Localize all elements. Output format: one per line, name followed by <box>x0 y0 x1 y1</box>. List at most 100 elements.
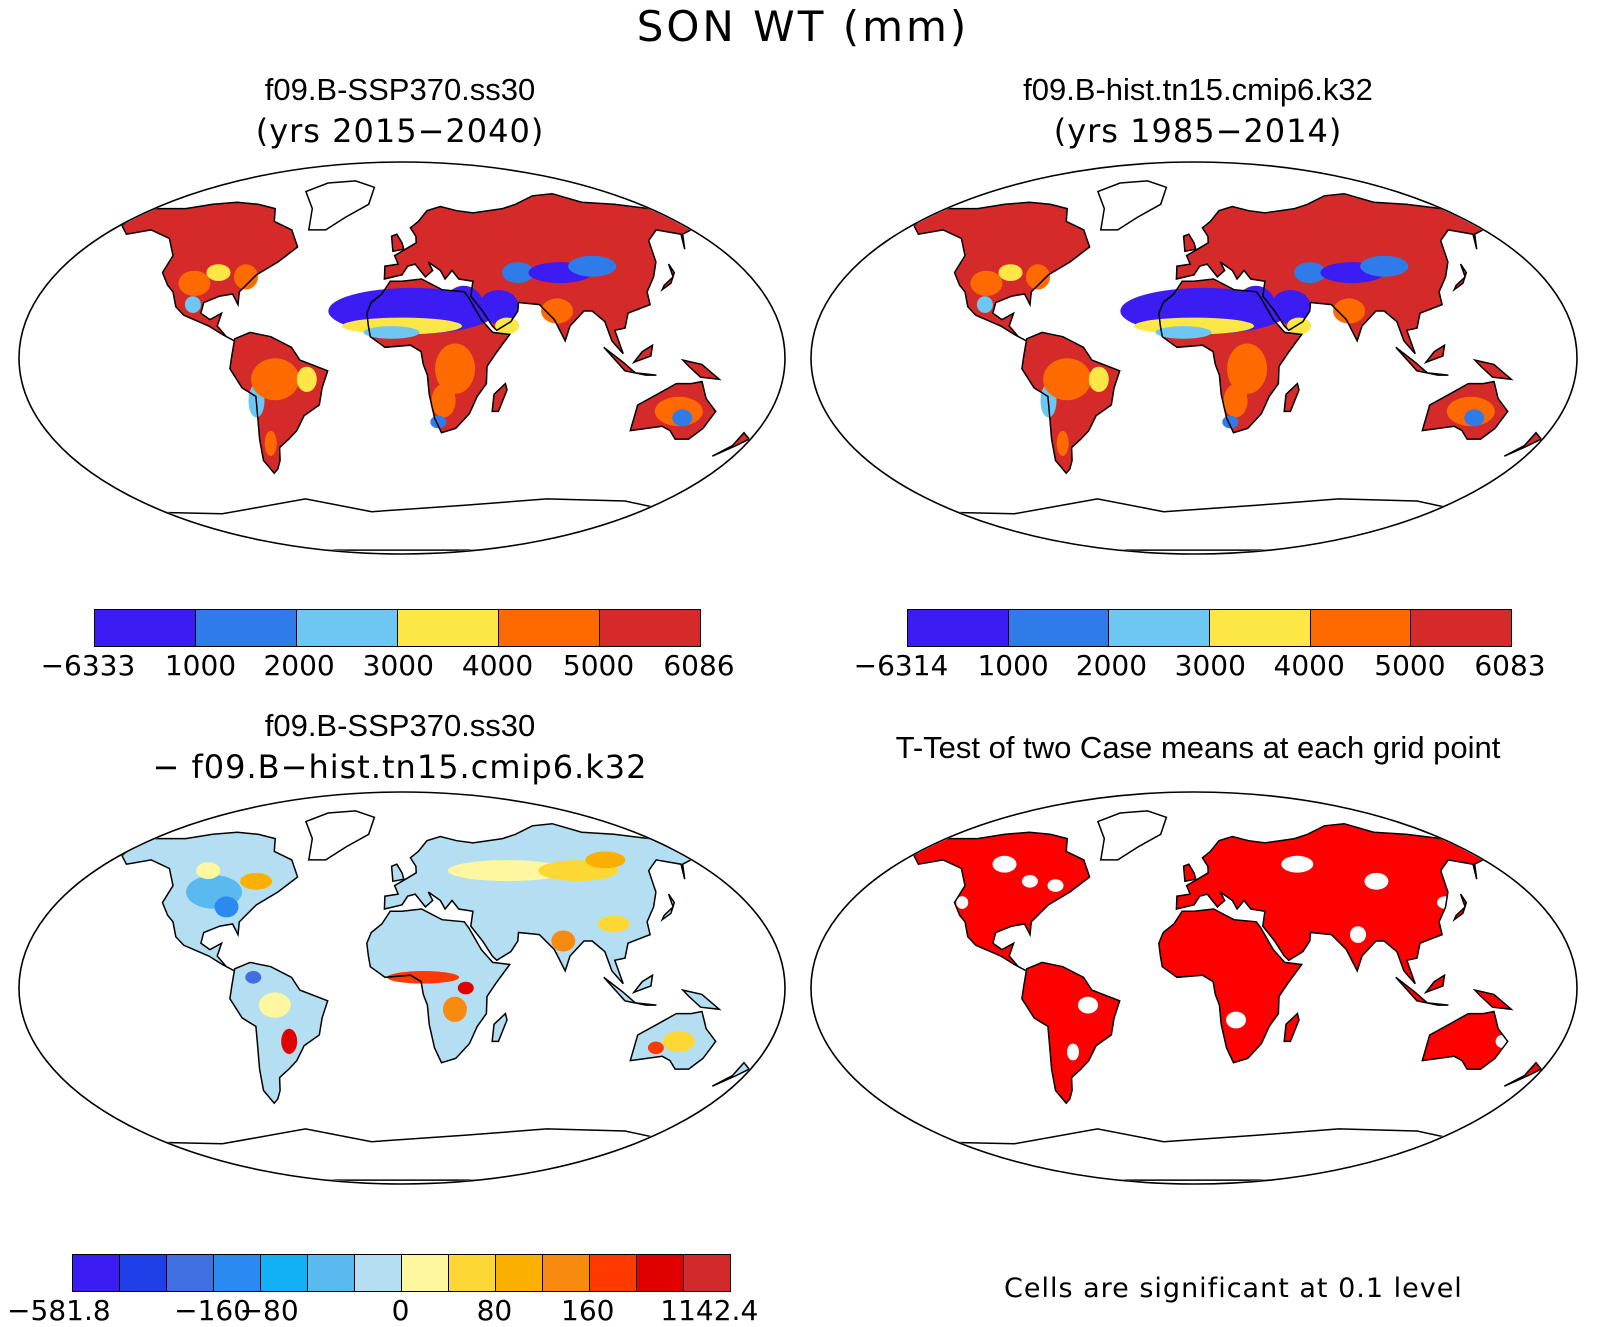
continent-madagascar <box>492 1013 507 1042</box>
coastline-japan <box>660 263 676 292</box>
coastline-uk <box>1182 863 1197 883</box>
coastline-australia <box>629 380 717 440</box>
coastline-japan <box>660 893 676 922</box>
coastline-newguinea <box>680 988 722 1011</box>
value-region <box>976 296 993 313</box>
colorbar-tick-label: 3000 <box>1174 649 1246 682</box>
continent-greenland <box>305 180 375 230</box>
colorbar-tick-label: −160 <box>174 1294 252 1327</box>
coastline-samerica <box>229 961 329 1105</box>
coastline-samerica <box>1021 961 1121 1105</box>
difference-region <box>258 992 291 1018</box>
colorbar-tick-label: 3000 <box>362 649 434 682</box>
continent-uk <box>1183 864 1196 882</box>
colorbar-cell <box>120 1255 167 1291</box>
value-region <box>541 298 574 324</box>
value-region <box>435 343 476 394</box>
map-panel-top-left <box>18 161 786 555</box>
colorbar-tick-label: 4000 <box>1273 649 1345 682</box>
colorbar-cell <box>1109 610 1211 646</box>
value-region <box>296 366 317 392</box>
colorbar-tick-label: 160 <box>561 1294 615 1327</box>
difference-region <box>240 872 273 890</box>
value-region <box>1227 343 1268 394</box>
difference-region <box>662 1030 695 1052</box>
coastline-africa <box>1158 908 1304 1064</box>
panel-title-bottom-left: f09.B-SSP370.ss30 <box>264 708 536 743</box>
coastline-madagascar <box>1283 1012 1300 1043</box>
coastline-nz <box>1503 1061 1543 1087</box>
coastline-japan <box>1452 893 1468 922</box>
coastline-japan <box>1452 263 1468 292</box>
continent-newguinea <box>1474 360 1512 380</box>
coastline-namerica <box>121 831 299 972</box>
colorbar-tick-label: 1000 <box>977 649 1049 682</box>
colorbar-cell <box>214 1255 261 1291</box>
colorbar-tick-label: 1000 <box>164 649 237 682</box>
coastline-borneo <box>1423 973 1446 994</box>
colorbar-tick-label: −80 <box>239 1294 299 1327</box>
colorbar-cell <box>543 1255 590 1291</box>
colorbar-top-right <box>907 609 1512 647</box>
coastline-australia <box>629 1010 717 1070</box>
coastline-namerica <box>121 201 299 342</box>
nonsignificant-region <box>1495 1035 1508 1048</box>
map-panel-bottom-left <box>18 791 786 1185</box>
coastline-eurasia <box>1175 822 1493 985</box>
colorbar-tick-label: 6086 <box>663 649 735 682</box>
continent-indonesia <box>603 347 657 376</box>
coastline-newguinea <box>1472 988 1514 1011</box>
colorbar-cell <box>261 1255 308 1291</box>
value-region <box>443 285 484 328</box>
difference-region <box>387 971 460 984</box>
nonsignificant-region <box>1364 872 1389 890</box>
continent-australia <box>1422 1011 1508 1070</box>
value-region <box>178 270 211 296</box>
coastline-uk <box>390 233 405 253</box>
panel-title-top-right: f09.B-hist.tn15.cmip6.k32 <box>1023 72 1373 107</box>
continent-nz <box>1504 432 1542 457</box>
colorbar-cell <box>908 610 1009 646</box>
coastline-indonesia <box>603 346 657 376</box>
nonsignificant-region <box>956 896 969 909</box>
value-region <box>501 262 534 284</box>
colorbar-bottom-left <box>72 1254 731 1292</box>
continent-indonesia <box>1395 347 1449 376</box>
colorbar-tick-label: 2000 <box>1075 649 1148 682</box>
continent-antarctica <box>921 1128 1467 1181</box>
value-region <box>1235 285 1276 328</box>
map-panel-top-right <box>810 161 1578 555</box>
continent-madagascar <box>492 383 507 412</box>
nonsignificant-region <box>1350 926 1366 943</box>
value-region <box>1155 326 1212 339</box>
coastline-namerica <box>913 831 1091 972</box>
value-region <box>264 430 277 456</box>
continent-antarctica <box>129 498 675 551</box>
continent-africa <box>366 909 510 1063</box>
colorbar-cell <box>496 1255 543 1291</box>
colorbar-cell <box>167 1255 214 1291</box>
coastline-newguinea <box>680 358 722 381</box>
colorbar-cell <box>95 610 196 646</box>
difference-region <box>597 915 630 933</box>
coastline-greenland <box>1096 180 1168 231</box>
colorbar-tick-label: 2000 <box>263 649 335 682</box>
colorbar-tick-label: 1142.4 <box>660 1294 759 1327</box>
coastline-samerica <box>1021 331 1121 475</box>
difference-region <box>245 971 262 984</box>
coastline-eurasia <box>1175 192 1493 355</box>
difference-region <box>647 1041 664 1055</box>
difference-region <box>551 930 576 952</box>
colorbar-cell <box>398 610 499 646</box>
continent-nz <box>712 432 750 457</box>
coastline-madagascar <box>1283 382 1300 413</box>
continent-nz <box>1504 1062 1542 1087</box>
value-region <box>1333 298 1366 324</box>
colorbar-top-left <box>94 609 701 647</box>
significance-note: Cells are significant at 0.1 level <box>1004 1273 1463 1304</box>
panel-title-bottom-right: T-Test of two Case means at each grid po… <box>895 730 1501 765</box>
nonsignificant-region <box>992 855 1017 873</box>
nonsignificant-region <box>1437 896 1454 909</box>
coastline-indonesia <box>1395 346 1449 376</box>
colorbar-cell <box>1310 610 1412 646</box>
